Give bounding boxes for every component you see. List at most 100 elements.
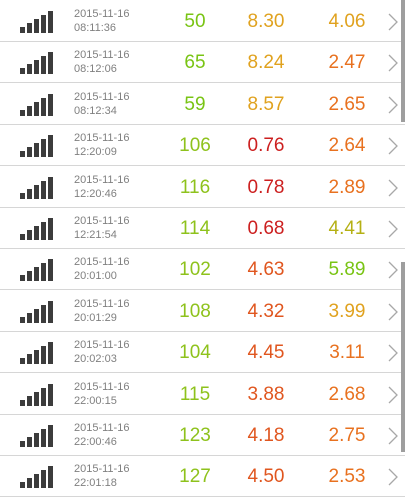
signal-bars-icon <box>20 135 54 158</box>
timestamp-date: 2015-11-16 <box>74 215 130 227</box>
timestamp-time: 22:00:15 <box>74 394 117 407</box>
value-tertiary: 4.06 <box>328 11 366 32</box>
chevron-right-icon[interactable] <box>385 468 401 486</box>
signal-bar <box>34 350 39 365</box>
list-item[interactable]: 2015-11-16 12:20:09 106 0.76 2.64 <box>0 125 405 167</box>
signal-bars-icon <box>20 383 54 406</box>
scrollbar-lower[interactable] <box>401 262 405 452</box>
signal-bars-icon <box>20 342 54 365</box>
signal-bar <box>27 312 32 323</box>
value-tertiary: 2.65 <box>328 93 366 115</box>
signal-bar <box>27 147 32 158</box>
signal-bar <box>20 482 25 489</box>
chevron-right-icon[interactable] <box>385 386 401 404</box>
signal-bar <box>41 346 46 365</box>
chevron-right-icon[interactable] <box>385 303 401 321</box>
list-item[interactable]: 2015-11-16 20:01:00 102 4.63 5.89 <box>0 249 405 291</box>
list-item[interactable]: 2015-11-16 08:12:34 59 8.57 2.65 <box>0 83 405 125</box>
scrollbar-upper[interactable] <box>401 0 405 122</box>
value-secondary: 4.63 <box>247 259 285 281</box>
value-tertiary: 5.89 <box>328 259 366 281</box>
signal-bar <box>27 105 32 116</box>
value-primary: 65 <box>184 52 206 74</box>
timestamp-date: 2015-11-16 <box>74 173 130 186</box>
value-primary: 114 <box>179 218 211 239</box>
timestamp-date: 2015-11-16 <box>74 339 130 352</box>
timestamp-date: 2015-11-16 <box>74 463 130 476</box>
value-tertiary: 2.68 <box>328 383 366 405</box>
list-item[interactable]: 2015-11-16 22:01:18 127 4.50 2.53 <box>0 456 405 498</box>
signal-bar <box>41 97 46 116</box>
value-secondary: 4.18 <box>247 425 285 446</box>
value-secondary: 0.76 <box>247 135 285 157</box>
signal-bar <box>34 101 39 116</box>
chevron-right-icon[interactable] <box>385 261 401 279</box>
signal-bar <box>34 19 39 33</box>
chevron-right-icon[interactable] <box>385 137 401 155</box>
list-item[interactable]: 2015-11-16 12:20:46 116 0.78 2.89 <box>0 166 405 208</box>
signal-bar <box>41 429 46 447</box>
signal-bar <box>48 342 53 365</box>
value-secondary: 0.68 <box>247 218 285 239</box>
list-item[interactable]: 2015-11-16 22:00:15 115 3.88 2.68 <box>0 373 405 415</box>
timestamp-time: 20:01:00 <box>74 270 117 283</box>
timestamp: 2015-11-16 12:20:09 <box>74 131 129 159</box>
signal-bar <box>27 230 32 240</box>
list-item[interactable]: 2015-11-16 12:21:54 114 0.68 4.41 <box>0 208 405 249</box>
signal-bar <box>48 11 53 33</box>
chevron-right-icon[interactable] <box>385 13 401 31</box>
list-item[interactable]: 2015-11-16 20:02:03 104 4.45 3.11 <box>0 332 405 374</box>
signal-bars-icon <box>20 300 54 323</box>
timestamp: 2015-11-16 12:21:54 <box>74 214 129 242</box>
signal-bar <box>48 52 53 75</box>
value-primary: 59 <box>184 93 206 115</box>
signal-bar <box>27 23 32 33</box>
signal-bar <box>34 474 39 489</box>
signal-bars-icon <box>20 11 54 33</box>
timestamp: 2015-11-16 08:12:34 <box>74 90 129 118</box>
value-secondary: 4.45 <box>247 342 285 364</box>
chevron-right-icon[interactable] <box>385 427 401 445</box>
signal-bar <box>27 271 32 282</box>
list-item[interactable]: 2015-11-16 20:01:29 108 4.32 3.99 <box>0 290 405 332</box>
signal-bar <box>48 300 53 323</box>
value-tertiary: 2.47 <box>328 52 366 74</box>
value-primary: 127 <box>179 466 211 488</box>
timestamp: 2015-11-16 22:00:46 <box>74 421 129 449</box>
list-item[interactable]: 2015-11-16 22:00:46 123 4.18 2.75 <box>0 415 405 456</box>
value-primary: 50 <box>184 11 206 32</box>
timestamp: 2015-11-16 12:20:46 <box>74 173 129 201</box>
value-tertiary: 2.64 <box>328 135 366 157</box>
chevron-right-icon[interactable] <box>385 220 401 238</box>
signal-bar <box>41 387 46 406</box>
value-tertiary: 3.99 <box>328 300 366 322</box>
timestamp: 2015-11-16 20:01:00 <box>74 255 129 283</box>
list-item[interactable]: 2015-11-16 08:11:36 50 8.30 4.06 <box>0 1 405 42</box>
list-item[interactable]: 2015-11-16 08:12:06 65 8.24 2.47 <box>0 42 405 84</box>
signal-bar <box>27 188 32 199</box>
signal-bar <box>20 358 25 365</box>
chevron-right-icon[interactable] <box>385 179 401 197</box>
timestamp: 2015-11-16 20:01:29 <box>74 297 129 325</box>
signal-bar <box>20 27 25 33</box>
chevron-right-icon[interactable] <box>385 344 401 362</box>
signal-bar <box>34 184 39 199</box>
value-tertiary: 2.53 <box>328 466 366 488</box>
timestamp: 2015-11-16 08:11:36 <box>74 7 129 35</box>
signal-bars-icon <box>20 52 54 75</box>
signal-bar <box>20 68 25 75</box>
chevron-right-icon[interactable] <box>385 96 401 114</box>
value-secondary: 4.32 <box>247 300 285 322</box>
signal-bar <box>20 399 25 406</box>
signal-bar <box>27 437 32 447</box>
signal-bar <box>20 316 25 323</box>
timestamp-time: 12:21:54 <box>74 229 117 241</box>
signal-bar <box>41 263 46 282</box>
signal-bar <box>48 259 53 282</box>
timestamp: 2015-11-16 22:00:15 <box>74 380 129 408</box>
value-primary: 104 <box>179 342 211 364</box>
signal-bars-icon <box>20 425 54 447</box>
chevron-right-icon[interactable] <box>385 54 401 72</box>
value-secondary: 8.30 <box>247 11 285 32</box>
